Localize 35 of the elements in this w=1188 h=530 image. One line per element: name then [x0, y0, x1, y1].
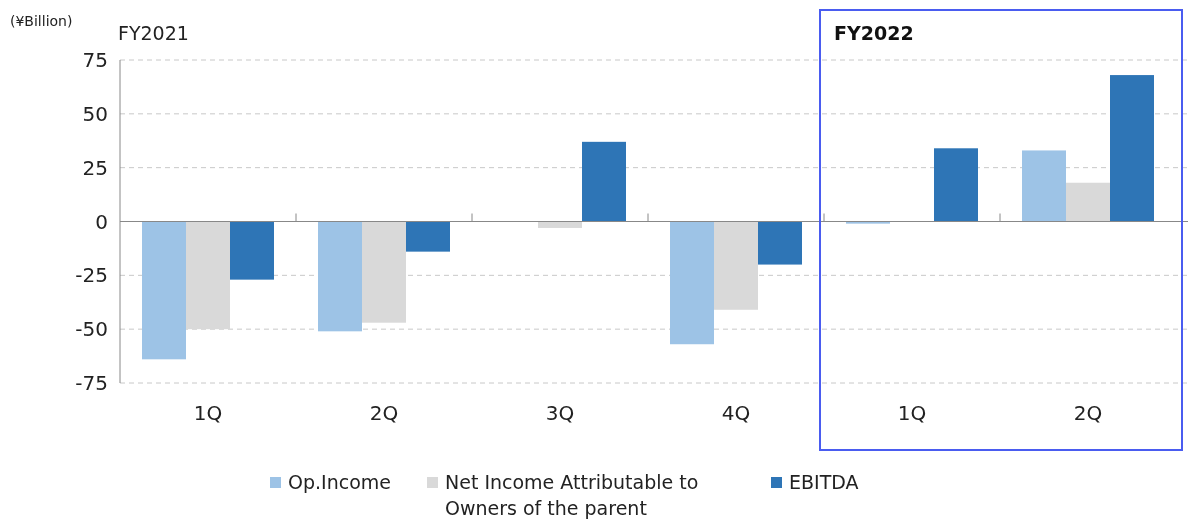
bar	[714, 221, 758, 310]
bar	[670, 221, 714, 345]
x-tick-label: 1Q	[193, 401, 223, 425]
y-tick-label: -50	[75, 317, 108, 342]
bar	[186, 221, 230, 330]
bar	[846, 221, 890, 224]
legend-label: EBITDA	[789, 471, 859, 493]
x-tick-label: 2Q	[369, 401, 399, 425]
bar	[142, 221, 186, 360]
bar	[1110, 75, 1154, 222]
x-tick-label: 1Q	[897, 401, 927, 425]
text: FY2022	[834, 22, 914, 44]
x-tick-label: 4Q	[721, 401, 751, 425]
text: FY2021	[118, 22, 189, 44]
y-tick-label: -25	[75, 263, 108, 288]
y-tick-label: 25	[82, 155, 108, 180]
bar	[582, 141, 626, 222]
y-tick-label: -75	[75, 371, 108, 395]
y-tick-label: 50	[82, 101, 108, 126]
bar	[1066, 182, 1110, 222]
legend-label: Op.Income	[288, 471, 391, 493]
x-tick-label: 3Q	[545, 401, 575, 425]
bar	[362, 221, 406, 323]
bar	[758, 221, 802, 265]
x-tick-label: 2Q	[1073, 401, 1103, 425]
legend-label: Net Income Attributable to Owners of the parent	[445, 471, 699, 519]
y-tick-label: 75	[82, 48, 108, 72]
bar	[230, 221, 274, 280]
y-tick-label: 0	[95, 209, 108, 234]
bar	[406, 221, 450, 252]
bar	[934, 148, 978, 222]
bar	[318, 221, 362, 332]
y-axis-title: (¥Billion)	[10, 13, 73, 29]
bar	[538, 221, 582, 228]
bar	[1022, 150, 1066, 222]
